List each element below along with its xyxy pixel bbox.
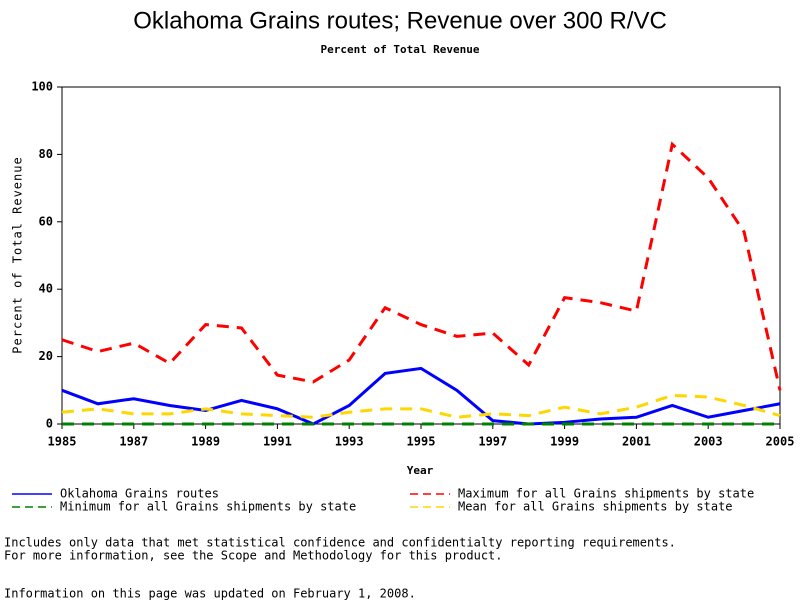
data-line: [61, 141, 782, 391]
x-tick-label: 1991: [263, 435, 292, 449]
legend-label: Mean for all Grains shipments by state: [458, 500, 733, 514]
y-axis-label: Percent of Total Revenue: [11, 156, 25, 353]
y-tick-label: 80: [39, 147, 53, 161]
x-tick-label: 1999: [550, 435, 579, 449]
data-line: [61, 366, 781, 426]
x-tick-label: 1989: [191, 435, 220, 449]
y-tick-label: 100: [31, 80, 53, 94]
x-tick-label: 1985: [48, 435, 77, 449]
legend-label: Minimum for all Grains shipments by stat…: [60, 500, 356, 514]
plot-frame: [61, 86, 781, 425]
legend-label: Oklahoma Grains routes: [60, 487, 219, 501]
x-tick-label: 2001: [622, 435, 651, 449]
footnote: For more information, see the Scope and …: [4, 549, 503, 563]
legend-label: Maximum for all Grains shipments by stat…: [458, 487, 754, 501]
x-tick-label: 2005: [766, 435, 795, 449]
footnote: Includes only data that met statistical …: [4, 536, 676, 550]
y-tick-label: 60: [39, 214, 53, 228]
y-tick-label: 20: [39, 349, 53, 363]
x-tick-label: 2003: [694, 435, 723, 449]
chart-title: Oklahoma Grains routes; Revenue over 300…: [133, 7, 667, 34]
x-tick-label: 1995: [407, 435, 436, 449]
x-tick-label: 1997: [478, 435, 507, 449]
chart-subtitle: Percent of Total Revenue: [321, 43, 480, 56]
footnote: Information on this page was updated on …: [4, 587, 416, 600]
x-axis-label: Year: [407, 464, 434, 477]
data-line: [61, 393, 781, 419]
x-tick-label: 1987: [119, 435, 148, 449]
x-tick-label: 1993: [335, 435, 364, 449]
y-tick-label: 0: [46, 417, 53, 431]
y-tick-label: 40: [39, 282, 53, 296]
